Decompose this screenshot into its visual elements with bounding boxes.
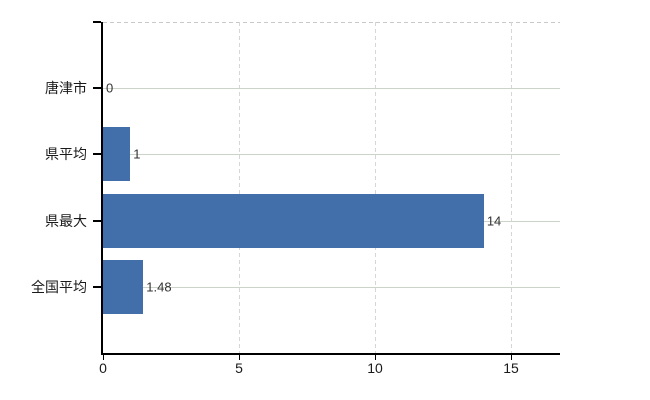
x-tick-label: 5	[235, 360, 243, 376]
category-label: 全国平均	[31, 278, 87, 295]
y-axis-tick	[93, 21, 101, 23]
value-label: 1.48	[146, 279, 172, 295]
y-gridline	[103, 88, 560, 90]
category-label: 唐津市	[45, 80, 87, 97]
value-label: 14	[486, 213, 502, 229]
y-axis-tick	[93, 153, 101, 156]
x-gridline	[239, 22, 240, 353]
x-axis-tick	[511, 355, 513, 360]
y-axis-line	[101, 22, 103, 355]
x-tick-label: 15	[503, 360, 519, 376]
bar	[103, 193, 484, 248]
x-axis-tick	[239, 355, 240, 360]
y-axis-tick	[93, 285, 101, 288]
bar	[103, 127, 131, 182]
y-axis-tick	[93, 87, 101, 90]
value-label: 0	[106, 80, 114, 96]
category-label: 県平均	[45, 146, 87, 163]
plot-top-border	[103, 22, 560, 23]
y-gridline	[103, 154, 560, 156]
x-gridline	[375, 22, 377, 353]
y-axis-tick	[93, 219, 101, 222]
x-gridline	[511, 22, 513, 353]
bar	[103, 259, 144, 314]
y-gridline	[103, 286, 560, 288]
x-axis-tick	[103, 355, 104, 360]
category-label: 県最大	[45, 212, 87, 229]
value-label: 1	[133, 146, 141, 162]
x-axis-line	[101, 353, 560, 355]
x-tick-label: 0	[99, 360, 107, 376]
x-axis-tick	[375, 355, 377, 360]
x-tick-label: 10	[367, 360, 383, 376]
